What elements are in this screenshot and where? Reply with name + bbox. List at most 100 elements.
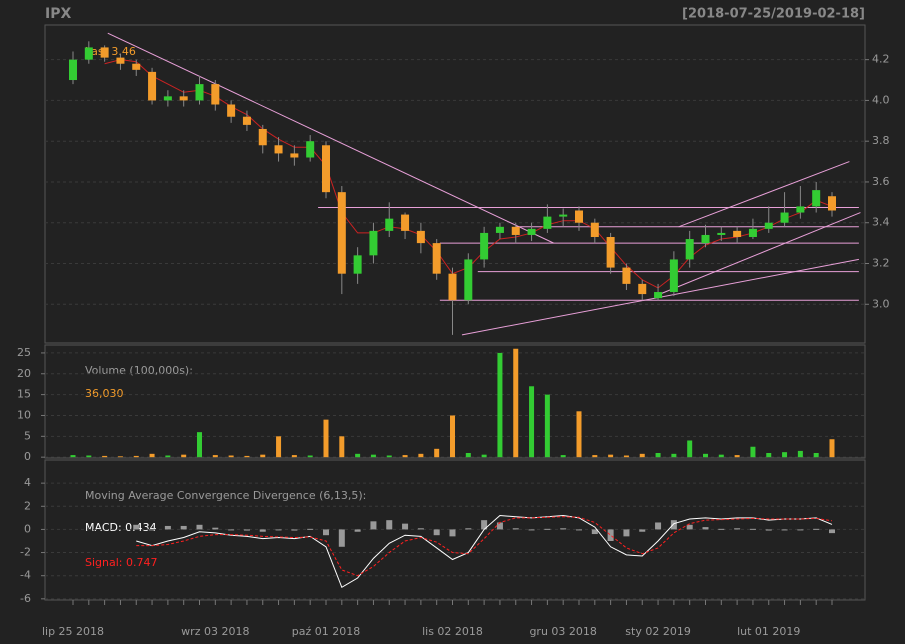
volume-bar	[797, 450, 803, 458]
histogram-bar	[449, 529, 456, 537]
volume-bar	[165, 455, 171, 458]
histogram-bar	[576, 529, 582, 531]
candle-body	[385, 218, 394, 231]
volume-bar	[687, 440, 693, 458]
volume-bar	[181, 454, 187, 458]
y-tick-label: 0	[24, 450, 31, 463]
y-tick-label: 2	[24, 499, 31, 512]
candle-body	[290, 153, 299, 158]
y-tick-label: 4.2	[872, 53, 890, 66]
histogram-bar	[338, 529, 345, 547]
candle-body	[84, 47, 93, 60]
x-tick-label: sty 02 2019	[625, 625, 691, 638]
volume-bar	[718, 454, 724, 458]
histogram-bar	[196, 524, 203, 530]
candle-body	[796, 206, 805, 213]
macd-title: Moving Average Convergence Divergence (6…	[85, 489, 366, 502]
volume-bar	[291, 455, 297, 458]
candle-body	[812, 190, 821, 207]
volume-bar	[102, 455, 108, 458]
histogram-bar	[749, 528, 756, 530]
volume-bar	[323, 419, 329, 458]
candle-body	[511, 226, 520, 235]
volume-bar	[133, 455, 139, 458]
volume-last: 36,030	[85, 387, 124, 400]
histogram-bar	[512, 528, 519, 530]
candle-body	[179, 96, 188, 101]
histogram-bar	[623, 529, 630, 537]
y-tick-label: 4	[24, 476, 31, 489]
volume-bar	[260, 454, 266, 458]
volume-bar	[355, 453, 361, 458]
candle-body	[322, 145, 330, 193]
volume-bar	[244, 455, 250, 458]
histogram-bar	[528, 529, 535, 531]
histogram-bar	[465, 528, 472, 530]
volume-bar	[228, 455, 234, 458]
histogram-bar	[275, 529, 282, 531]
candle-body	[559, 214, 568, 217]
last-price: Last 3.46	[85, 45, 136, 58]
y-tick-label: 3.6	[872, 175, 890, 188]
candle-body	[242, 116, 251, 125]
volume-bar	[592, 455, 598, 458]
histogram-bar	[481, 520, 488, 530]
candle-body	[416, 230, 425, 244]
y-tick-label: 3.8	[872, 134, 890, 147]
x-tick-label: lis 02 2018	[422, 625, 483, 638]
volume-bar	[197, 432, 202, 458]
candle-body	[258, 128, 267, 146]
volume-bar	[465, 452, 471, 458]
x-tick-label: lip 25 2018	[42, 625, 104, 638]
histogram-bar	[702, 527, 709, 530]
volume-bar	[307, 455, 313, 458]
candle-body	[685, 239, 694, 260]
candle-body	[543, 216, 552, 229]
histogram-bar	[560, 528, 567, 530]
candle-body	[669, 259, 678, 293]
volume-bar	[497, 352, 503, 458]
y-tick-label: 20	[17, 367, 31, 380]
volume-bar	[829, 439, 835, 458]
macd-panel	[44, 459, 866, 601]
candle-body	[733, 230, 742, 237]
candle-body	[337, 192, 346, 274]
candle-body	[780, 212, 789, 223]
candle-body	[701, 234, 710, 244]
y-tick-label: 15	[17, 388, 31, 401]
histogram-bar	[591, 529, 598, 535]
candle-body	[369, 230, 378, 256]
histogram-bar	[686, 524, 693, 530]
candle-body	[764, 222, 773, 229]
histogram-bar	[307, 528, 314, 530]
volume-bar	[212, 455, 218, 458]
volume-bar	[70, 455, 76, 458]
candle-body	[69, 59, 77, 81]
candle-body	[495, 226, 504, 233]
histogram-bar	[164, 525, 171, 530]
candle-body	[227, 104, 236, 117]
candle-body	[748, 228, 757, 237]
volume-bar	[671, 453, 677, 458]
macd-legend: MACD: 0.434	[85, 521, 157, 534]
candle-body	[432, 243, 441, 274]
y-tick-label: -6	[20, 592, 31, 605]
volume-bar	[750, 446, 756, 458]
candle-body	[353, 255, 362, 274]
trendline	[678, 161, 850, 228]
volume-bar	[782, 452, 788, 458]
volume-bar	[608, 454, 614, 458]
volume-bar	[370, 454, 376, 458]
candle-body	[211, 84, 220, 105]
volume-bar	[513, 348, 519, 458]
candle-body	[638, 283, 647, 295]
volume-bar	[481, 454, 487, 458]
y-tick-label: 10	[17, 408, 31, 421]
volume-bar	[418, 453, 424, 458]
candle-body	[148, 71, 157, 101]
histogram-bar	[291, 529, 298, 531]
x-tick-label: paź 01 2018	[292, 625, 360, 638]
volume-bar	[276, 436, 282, 458]
histogram-bar	[765, 529, 772, 531]
volume-bar	[623, 455, 629, 458]
